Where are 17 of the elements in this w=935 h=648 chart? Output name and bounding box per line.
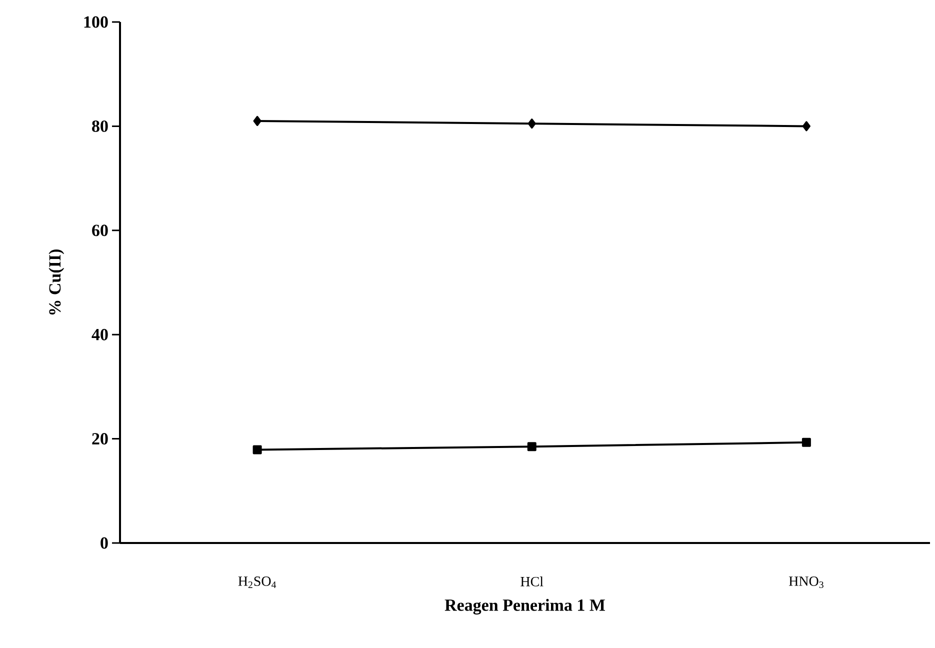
point: [253, 116, 262, 126]
y-tick-label: 100: [84, 16, 108, 28]
point: [802, 121, 810, 132]
y-tick-label: 60: [92, 224, 108, 236]
x-tick-label: H$_{2}$SO$_{4}$: [238, 576, 276, 588]
point: [802, 438, 811, 447]
point: [252, 445, 262, 454]
y-tick-label: 20: [92, 433, 108, 445]
point: [528, 118, 536, 129]
x-tick-label: HNO$_{3}$: [788, 576, 824, 588]
x-axis-title: Reagen Penerima 1 M: [444, 598, 605, 614]
x-tick-label: HCl: [520, 576, 544, 586]
y-tick-label: 0: [100, 537, 108, 549]
y-axis-title: % Cu(II): [48, 250, 64, 315]
y-tick-label: 40: [92, 328, 108, 340]
y-tick-label: 80: [92, 120, 108, 132]
point: [527, 442, 536, 452]
